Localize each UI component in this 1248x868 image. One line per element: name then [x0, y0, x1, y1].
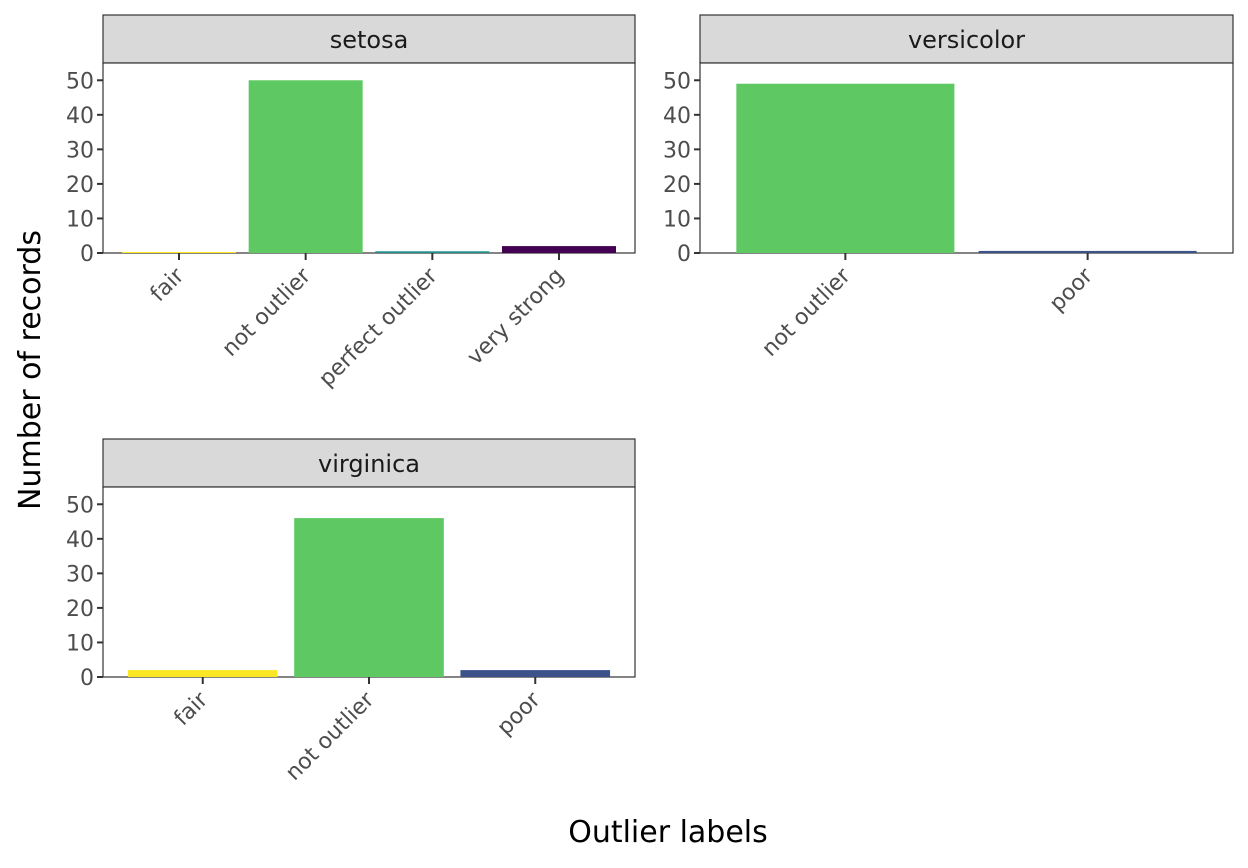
y-tick-label: 20: [66, 597, 94, 622]
y-tick-label: 30: [66, 138, 94, 163]
x-tick-label: very strong: [463, 264, 570, 371]
facet-strip-label: versicolor: [908, 26, 1025, 54]
bar-poor: [978, 250, 1197, 253]
y-tick-label: 40: [66, 104, 94, 129]
y-tick-label: 50: [66, 69, 94, 94]
y-axis-title: Number of records: [13, 230, 48, 510]
facet-strip: [102, 14, 636, 64]
facet-strip-label: virginica: [318, 450, 420, 478]
y-tick-label: 10: [663, 207, 691, 232]
y-tick-label: 50: [66, 493, 94, 518]
x-tick-label: not outlier: [218, 263, 317, 362]
facet-virginica: virginica 0 10 20 30 40 50 fair not outlier poor: [66, 438, 636, 786]
y-tick-label: 20: [66, 173, 94, 198]
x-tick-label: not outlier: [757, 263, 856, 362]
bar-not-outlier: [736, 83, 955, 254]
x-tick-label: fair: [170, 687, 214, 731]
facet-versicolor: versicolor 0 10 20 30 40 50 not outlier poor: [663, 14, 1234, 362]
y-tick-label: 30: [66, 562, 94, 587]
bar-fair: [127, 670, 278, 677]
bar-perfect-outlier: [375, 251, 490, 253]
y-tick-label: 30: [663, 138, 691, 163]
x-tick-label: poor: [1045, 263, 1099, 317]
y-tick-label: 40: [663, 104, 691, 129]
x-tick-label: fair: [146, 263, 190, 307]
bar-poor: [460, 670, 611, 677]
y-tick-label: 10: [66, 631, 94, 656]
bar-very-strong: [502, 246, 616, 253]
y-tick-label: 10: [66, 207, 94, 232]
facet-strip-label: setosa: [330, 26, 409, 54]
panel-background: [102, 62, 636, 254]
y-tick-label: 50: [663, 69, 691, 94]
y-tick-label: 0: [80, 666, 94, 691]
y-tick-label: 20: [663, 173, 691, 198]
x-axis-title: Outlier labels: [568, 815, 768, 850]
y-tick-label: 0: [677, 242, 691, 267]
facet-strip: [699, 14, 1234, 64]
facet-setosa: setosa 0 10 20 30 40 50 fair not outlierperfect …: [66, 14, 636, 392]
x-tick-label: perfect outlier: [314, 263, 443, 392]
x-tick-label: not outlier: [281, 687, 380, 786]
y-tick-label: 0: [80, 242, 94, 267]
y-tick-label: 40: [66, 528, 94, 553]
facet-strip: [102, 438, 636, 488]
bar-not-outlier: [294, 518, 444, 677]
bar-fair: [122, 251, 236, 253]
bar-not-outlier: [248, 80, 363, 253]
x-tick-label: poor: [493, 687, 547, 741]
